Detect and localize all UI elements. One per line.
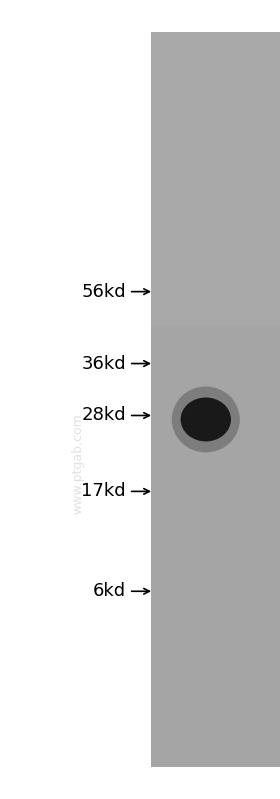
Bar	[151, 32, 280, 326]
Bar	[151, 32, 280, 767]
Text: 36kd: 36kd	[81, 355, 126, 372]
Text: 17kd: 17kd	[81, 483, 126, 500]
Text: 56kd: 56kd	[81, 283, 126, 300]
Ellipse shape	[181, 397, 231, 441]
Text: 28kd: 28kd	[81, 407, 126, 424]
Text: www.ptgab.com: www.ptgab.com	[72, 413, 85, 514]
Text: 6kd: 6kd	[93, 582, 126, 600]
Ellipse shape	[172, 387, 240, 452]
